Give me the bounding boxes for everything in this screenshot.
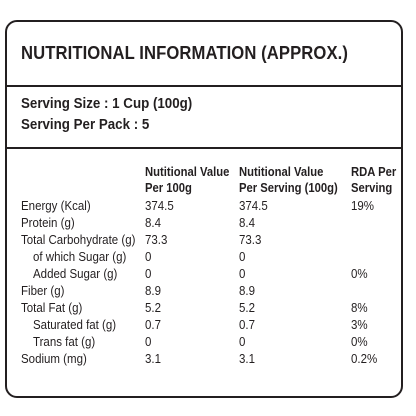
value-per-100g: 3.1 [145, 352, 161, 366]
table-row: Total Carbohydrate (g) 73.3 73.3 [21, 233, 401, 250]
table-row: of which Sugar (g) 0 0 [21, 250, 401, 267]
column-header-per-100g-line1: Nutitional Value [145, 165, 230, 179]
serving-size: Serving Size : 1 Cup (100g) [21, 96, 193, 112]
serving-divider [7, 147, 401, 149]
table-row: Saturated fat (g) 0.7 0.7 3% [21, 318, 401, 335]
value-per-100g: 374.5 [145, 199, 174, 213]
table-row: Energy (Kcal) 374.5 374.5 19% [21, 199, 401, 216]
table-row: Fiber (g) 8.9 8.9 [21, 284, 401, 301]
value-per-serving: 73.3 [239, 233, 262, 247]
column-header-rda: RDA Per Serving [351, 165, 396, 196]
value-per-serving: 0 [239, 250, 246, 264]
nutrient-name: Trans fat (g) [33, 335, 96, 349]
table-row: Total Fat (g) 5.2 5.2 8% [21, 301, 401, 318]
nutrition-panel: NUTRITIONAL INFORMATION (APPROX.) Servin… [5, 20, 403, 398]
value-per-serving: 5.2 [239, 301, 255, 315]
value-per-100g: 0 [145, 335, 152, 349]
nutrient-name: Protein (g) [21, 216, 75, 230]
title-divider [7, 85, 401, 87]
value-per-serving: 0 [239, 335, 246, 349]
nutrient-name: Energy (Kcal) [21, 199, 91, 213]
value-per-100g: 5.2 [145, 301, 161, 315]
table-row: Added Sugar (g) 0 0 0% [21, 267, 401, 284]
panel-title: NUTRITIONAL INFORMATION (APPROX.) [21, 42, 349, 63]
value-per-serving: 8.4 [239, 216, 255, 230]
value-per-serving: 0 [239, 267, 246, 281]
nutrient-name: Fiber (g) [21, 284, 65, 298]
value-rda: 0.2% [351, 352, 378, 366]
nutrient-name: Sodium (mg) [21, 352, 87, 366]
table-row: Trans fat (g) 0 0 0% [21, 335, 401, 352]
value-per-serving: 3.1 [239, 352, 255, 366]
value-per-100g: 0.7 [145, 318, 161, 332]
value-per-serving: 0.7 [239, 318, 255, 332]
table-row: Sodium (mg) 3.1 3.1 0.2% [21, 352, 401, 369]
value-per-100g: 0 [145, 267, 152, 281]
value-per-serving: 374.5 [239, 199, 268, 213]
column-header-per-serving-line1: Nutitional Value [239, 165, 324, 179]
column-header-per-100g: Nutitional Value Per 100g [145, 165, 229, 196]
nutrient-name: Total Carbohydrate (g) [21, 233, 136, 247]
value-per-100g: 0 [145, 250, 152, 264]
column-header-per-serving-line2: Per Serving (100g) [239, 180, 338, 195]
column-header-per-serving: Nutitional Value Per Serving (100g) [239, 165, 338, 196]
column-header-rda-line2: Serving [351, 180, 393, 195]
table-row: Protein (g) 8.4 8.4 [21, 216, 401, 233]
value-rda: 0% [351, 335, 368, 349]
value-rda: 0% [351, 267, 368, 281]
value-per-serving: 8.9 [239, 284, 255, 298]
value-per-100g: 8.4 [145, 216, 161, 230]
value-rda: 8% [351, 301, 368, 315]
nutrient-name: Saturated fat (g) [33, 318, 117, 332]
column-header-rda-line1: RDA Per [351, 165, 397, 179]
nutrient-name: Total Fat (g) [21, 301, 83, 315]
column-header-per-100g-line2: Per 100g [145, 180, 192, 195]
value-per-100g: 73.3 [145, 233, 168, 247]
value-per-100g: 8.9 [145, 284, 161, 298]
nutrient-name: of which Sugar (g) [33, 250, 127, 264]
nutrient-name: Added Sugar (g) [33, 267, 118, 281]
value-rda: 3% [351, 318, 368, 332]
serving-per-pack: Serving Per Pack : 5 [21, 117, 150, 133]
value-rda: 19% [351, 199, 375, 213]
